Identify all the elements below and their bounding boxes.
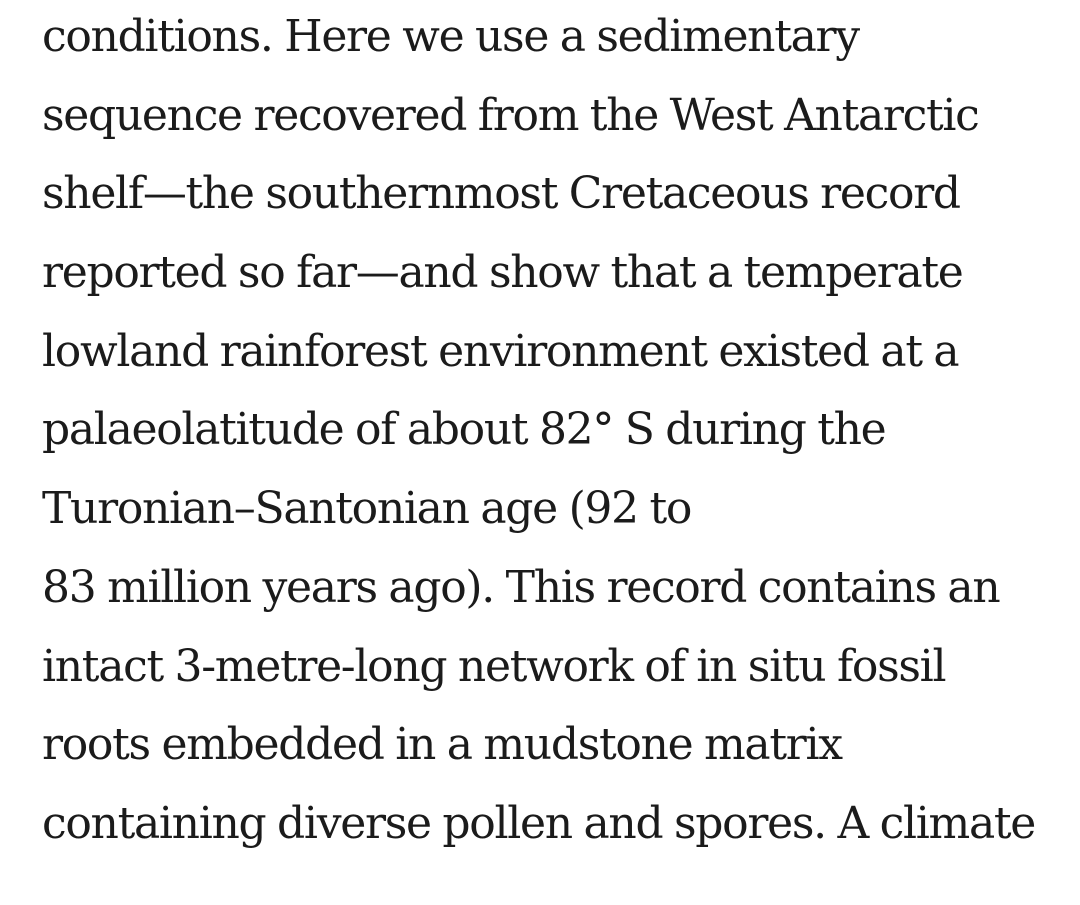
text-line: palaeolatitude of about 82° S during the xyxy=(42,404,887,456)
text-line: Turonian–Santonian age (92 to xyxy=(42,483,692,535)
text-line: shelf—the southernmost Cretaceous record xyxy=(42,168,961,220)
text-line: lowland rainforest environment existed a… xyxy=(42,325,960,377)
text-line: 83 million years ago). This record conta… xyxy=(42,561,1001,613)
text-line: reported so far—and show that a temperat… xyxy=(42,247,964,299)
text-line: intact 3-metre-long network of in situ f… xyxy=(42,640,947,692)
text-line: roots embedded in a mudstone matrix xyxy=(42,719,843,771)
text-line: conditions. Here we use a sedimentary xyxy=(42,11,860,62)
text-line: containing diverse pollen and spores. A … xyxy=(42,797,1036,849)
article-body-text: conditions. Here we use a sedimentary se… xyxy=(42,0,1072,866)
text-line: sequence recovered from the West Antarct… xyxy=(42,89,980,141)
